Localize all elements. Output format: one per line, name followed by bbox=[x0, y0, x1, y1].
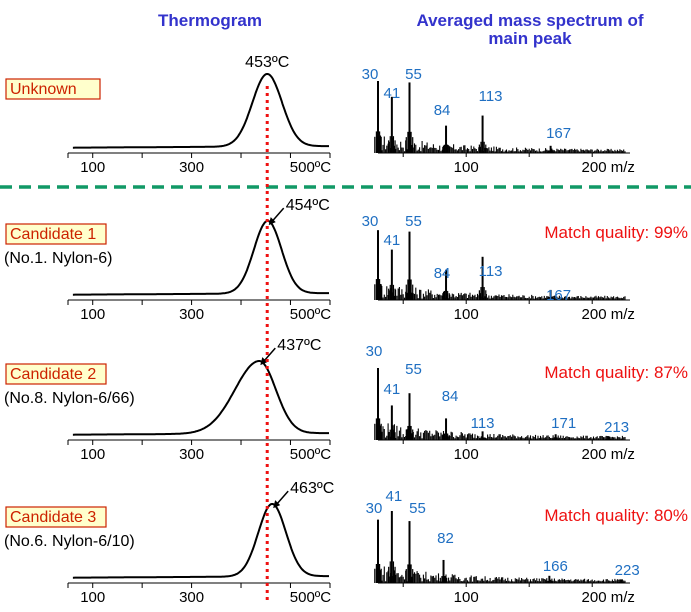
panel-candidate-1: 100 300 500ºC 454ºC Candidate 1 (No.1. Nylon-… bbox=[4, 197, 688, 323]
mz-label: 113 bbox=[479, 88, 503, 105]
sample-subtitle: (No.6. Nylon-6/10) bbox=[4, 533, 135, 550]
thermogram-tick-label: 100 bbox=[80, 306, 105, 323]
mz-label: 55 bbox=[405, 213, 422, 230]
spectrum-tick-label: 100 bbox=[454, 306, 479, 323]
sample-label-box bbox=[5, 223, 107, 245]
mz-label: 84 bbox=[434, 265, 451, 282]
thermogram-tick-label: 100 bbox=[80, 446, 105, 463]
mz-label: 82 bbox=[437, 530, 454, 547]
mz-label: 41 bbox=[384, 232, 401, 249]
peak-temperature-label: 454ºC bbox=[286, 197, 330, 214]
spectrum-background-bars bbox=[378, 566, 626, 583]
thermogram-tick-label: 500ºC bbox=[290, 306, 332, 323]
spectrum-tick-label: 200 m/z bbox=[582, 446, 635, 463]
spectrum-tick-label: 100 bbox=[454, 159, 479, 176]
spectrum-tick-label: 200 m/z bbox=[582, 306, 635, 323]
spectrum-background-bars bbox=[378, 423, 626, 440]
thermogram-tick-label: 500ºC bbox=[290, 446, 332, 463]
spectrum-background-bars bbox=[378, 135, 626, 153]
thermogram-curve bbox=[72, 219, 329, 296]
mz-label: 84 bbox=[434, 102, 451, 119]
thermogram-tick-label: 500ºC bbox=[290, 589, 332, 606]
spectrum-header-line1: Averaged mass spectrum of bbox=[416, 11, 643, 30]
thermogram-tick-label: 500ºC bbox=[290, 159, 332, 176]
thermogram-tick-label: 300 bbox=[179, 589, 204, 606]
thermogram-curve bbox=[72, 73, 329, 149]
mz-label: 55 bbox=[405, 361, 422, 378]
sample-label: Candidate 1 bbox=[10, 226, 96, 243]
peak-temperature-label: 437ºC bbox=[277, 337, 321, 354]
mz-label: 113 bbox=[479, 263, 503, 280]
sample-label-box bbox=[5, 363, 107, 385]
spectrum-tick-label: 100 bbox=[454, 589, 479, 606]
mz-label: 41 bbox=[386, 488, 403, 505]
spectrum-header-line2: main peak bbox=[488, 29, 572, 48]
mz-label: 167 bbox=[546, 125, 571, 142]
thermogram-tick-label: 100 bbox=[80, 589, 105, 606]
peak-temperature-label: 463ºC bbox=[290, 480, 334, 497]
sample-subtitle: (No.8. Nylon-6/66) bbox=[4, 390, 135, 407]
panel-candidate-3: 100 300 500ºC 463ºC Candidate 3 (No.6. Nylon-… bbox=[4, 480, 688, 606]
mz-label: 167 bbox=[546, 287, 571, 304]
mz-label: 41 bbox=[384, 381, 401, 398]
thermogram-tick-label: 100 bbox=[80, 159, 105, 176]
sample-label: Unknown bbox=[10, 81, 77, 98]
mz-label: 30 bbox=[362, 213, 379, 230]
thermogram-curve bbox=[72, 503, 329, 579]
thermogram-tick-label: 300 bbox=[179, 446, 204, 463]
sample-label-box bbox=[5, 506, 107, 528]
match-quality-label: Match quality: 87% bbox=[544, 363, 688, 382]
peak-temperature-label: 453ºC bbox=[245, 54, 289, 71]
sample-label: Candidate 2 bbox=[10, 366, 96, 383]
mz-label: 41 bbox=[384, 85, 401, 102]
thermogram-header: Thermogram bbox=[158, 11, 262, 30]
sample-label: Candidate 3 bbox=[10, 509, 96, 526]
sample-subtitle: (No.1. Nylon-6) bbox=[4, 250, 112, 267]
thermogram-curve bbox=[72, 360, 329, 436]
thermogram-tick-label: 300 bbox=[179, 159, 204, 176]
thermogram-tick-label: 300 bbox=[179, 306, 204, 323]
spectrum-tick-label: 200 m/z bbox=[582, 159, 635, 176]
mz-label: 166 bbox=[543, 558, 568, 575]
mz-label: 30 bbox=[362, 66, 379, 83]
match-quality-label: Match quality: 99% bbox=[544, 223, 688, 242]
mz-label: 223 bbox=[615, 562, 640, 579]
mz-label: 84 bbox=[442, 388, 459, 405]
mz-label: 30 bbox=[366, 500, 383, 517]
spectrum-tick-label: 200 m/z bbox=[582, 589, 635, 606]
mz-label: 171 bbox=[551, 415, 576, 432]
spectrum-background-bars bbox=[378, 284, 626, 300]
panel-candidate-2: 100 300 500ºC 437ºC Candidate 2 (No.8. Nylon-… bbox=[4, 337, 688, 463]
peak-arrowhead bbox=[273, 500, 281, 509]
peak-arrowhead bbox=[268, 217, 276, 226]
mz-label: 55 bbox=[405, 66, 422, 83]
sample-label-box bbox=[5, 78, 101, 100]
match-quality-label: Match quality: 80% bbox=[544, 506, 688, 525]
mz-label: 213 bbox=[604, 419, 629, 436]
peak-arrowhead bbox=[260, 357, 268, 366]
mz-label: 30 bbox=[366, 343, 383, 360]
mz-label: 55 bbox=[409, 500, 426, 517]
mz-label: 113 bbox=[471, 415, 495, 432]
spectrum-tick-label: 100 bbox=[454, 446, 479, 463]
